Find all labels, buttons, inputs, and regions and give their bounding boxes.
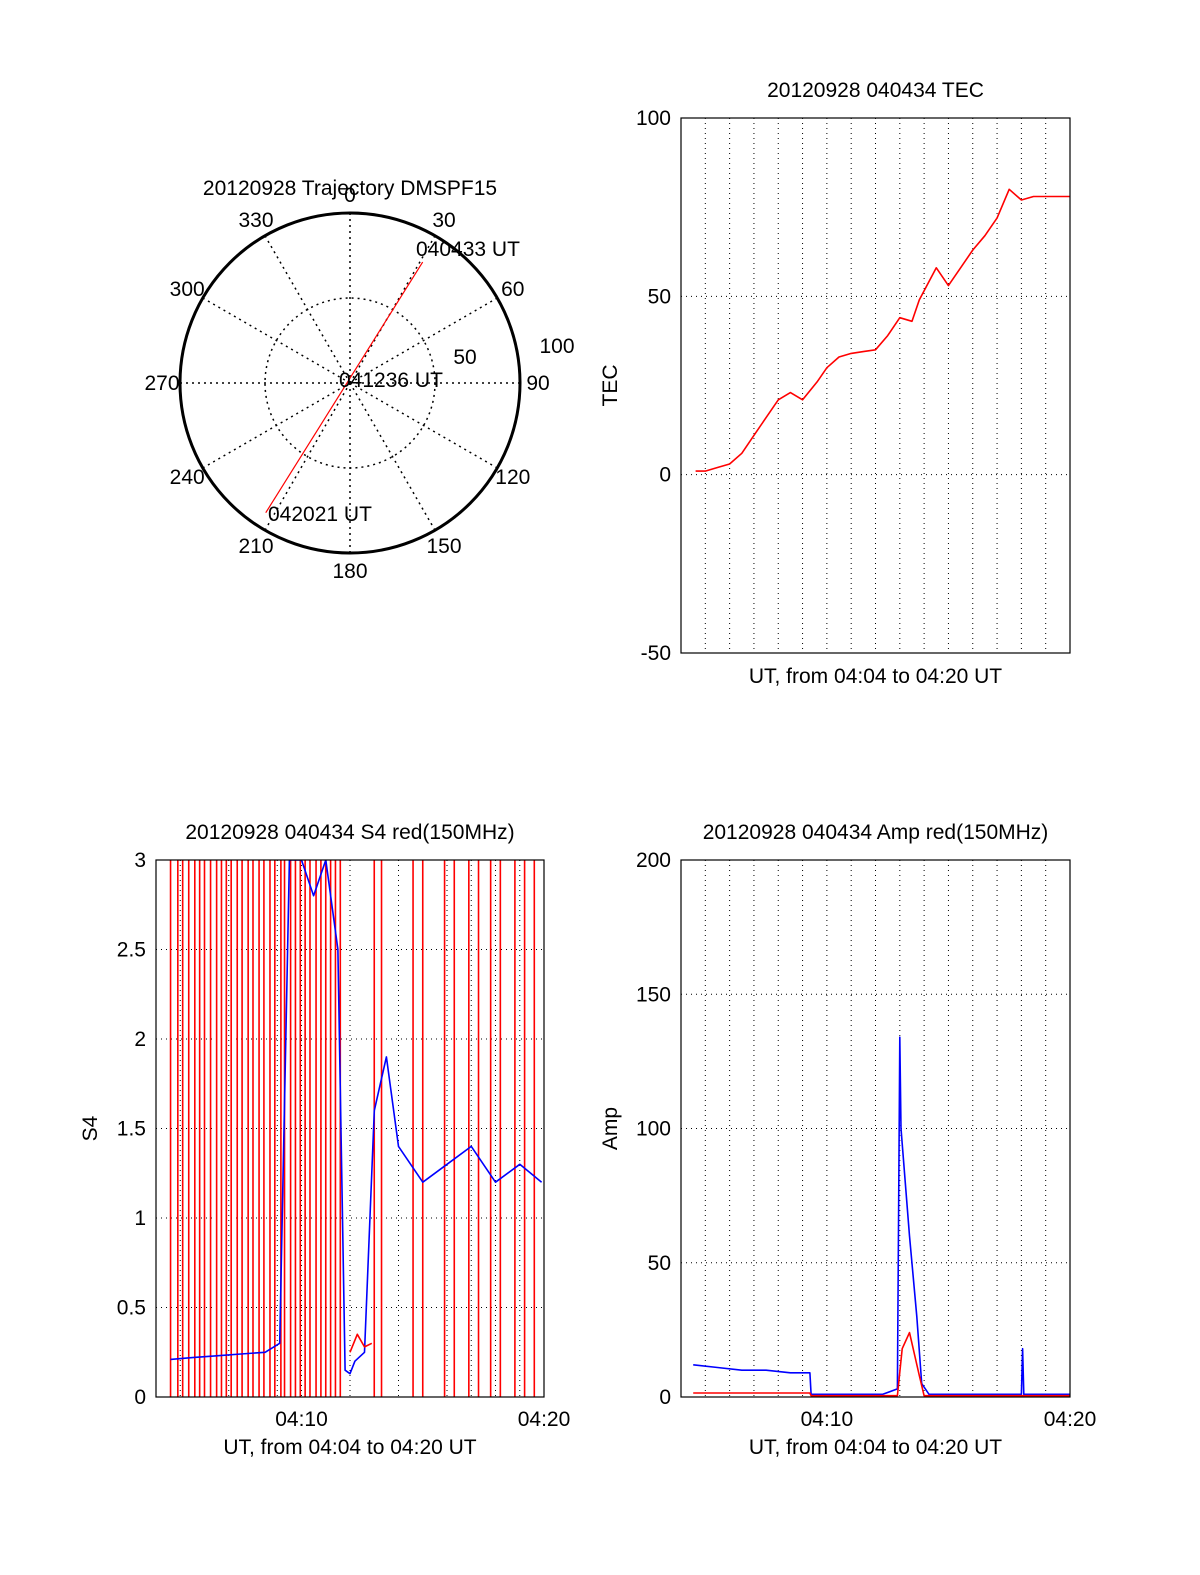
spoke-300 xyxy=(202,297,351,384)
tec-ytick-label: 50 xyxy=(648,285,671,308)
amp-xtick-label: 04:20 xyxy=(1044,1408,1097,1431)
s4-red-spikes xyxy=(169,860,536,1397)
tec-series-0 xyxy=(695,188,1070,472)
amp-ytick-label: 150 xyxy=(636,983,671,1006)
spoke-150 xyxy=(349,382,436,531)
s4-data xyxy=(169,860,543,1397)
trajectory-panel: 20120928 Trajectory DMSPF15 0 30 60 90 120 15… xyxy=(144,177,574,583)
spoke-210 xyxy=(264,382,351,531)
tec-ytick-label: 100 xyxy=(636,107,671,130)
amp-title: 20120928 040434 Amp red(150MHz) xyxy=(703,821,1049,844)
amp-frame xyxy=(680,859,1071,1398)
s4-ytick-label: 1.5 xyxy=(117,1118,146,1141)
trajectory-title: 20120928 Trajectory DMSPF15 xyxy=(203,177,497,200)
azimuth-label-150: 150 xyxy=(426,535,461,558)
trajectory-end-label: 042021 UT xyxy=(268,503,372,526)
s4-frame xyxy=(155,859,545,1398)
tec-ytick-label: -50 xyxy=(641,642,671,665)
azimuth-label-90: 90 xyxy=(526,372,549,395)
azimuth-label-60: 60 xyxy=(501,278,524,301)
azimuth-label-0: 0 xyxy=(344,184,356,207)
s4-series-1 xyxy=(349,1333,373,1353)
azimuth-label-120: 120 xyxy=(495,466,530,489)
tec-xlabel: UT, from 04:04 to 04:20 UT xyxy=(749,665,1002,688)
amp-xtick-label: 04:10 xyxy=(801,1408,854,1431)
amp-series-1 xyxy=(693,1331,1070,1397)
azimuth-labels: 0 30 60 90 120 150 180 210 240 270 300 330 xyxy=(144,184,549,583)
tec-title: 20120928 040434 TEC xyxy=(767,79,984,102)
s4-title: 20120928 040434 S4 red(150MHz) xyxy=(185,821,514,844)
tec-frame xyxy=(680,117,1071,654)
s4-series-0 xyxy=(170,860,543,1375)
amp-data xyxy=(693,1036,1070,1397)
s4-ytick-label: 0 xyxy=(134,1386,146,1409)
s4-ytick-label: 3 xyxy=(134,849,146,872)
amp-grid xyxy=(681,860,1070,1397)
amp-panel: 0 50 100 150 200 04:10 04:20 20120928 040434 Am… xyxy=(599,821,1096,1459)
amp-ytick-label: 200 xyxy=(636,849,671,872)
trajectory-mid-label: 041236 UT xyxy=(339,369,443,392)
s4-xtick-label: 04:20 xyxy=(518,1408,571,1431)
tec-ylabel: TEC xyxy=(599,365,622,407)
spoke-120 xyxy=(349,382,498,469)
azimuth-label-300: 300 xyxy=(170,278,205,301)
amp-xlabel: UT, from 04:04 to 04:20 UT xyxy=(749,1436,1002,1459)
spoke-330 xyxy=(264,235,351,384)
s4-ytick-label: 2 xyxy=(134,1028,146,1051)
ring-label-50: 50 xyxy=(453,346,476,369)
trajectory-track xyxy=(265,261,424,514)
tec-panel: -50 0 50 100 20120928 040434 TEC UT, from 04:… xyxy=(599,79,1071,688)
s4-ylabel: S4 xyxy=(79,1115,102,1141)
amp-ytick-label: 100 xyxy=(636,1118,671,1141)
amp-ytick-label: 50 xyxy=(648,1252,671,1275)
azimuth-label-270: 270 xyxy=(144,372,179,395)
s4-ytick-label: 0.5 xyxy=(117,1297,146,1320)
azimuth-label-180: 180 xyxy=(332,560,367,583)
trajectory-start-label: 040433 UT xyxy=(416,238,520,261)
azimuth-label-240: 240 xyxy=(170,466,205,489)
s4-ytick-label: 1 xyxy=(134,1207,146,1230)
amp-ytick-label: 0 xyxy=(659,1386,671,1409)
s4-panel: 0 0.5 1 1.5 2 2.5 3 04:10 04:20 20120928 040434 S… xyxy=(79,821,570,1459)
s4-xlabel: UT, from 04:04 to 04:20 UT xyxy=(223,1436,476,1459)
amp-series-0 xyxy=(693,1036,1070,1396)
ring-label-100: 100 xyxy=(539,335,574,358)
s4-grid xyxy=(156,860,544,1397)
tec-ytick-label: 0 xyxy=(659,464,671,487)
tec-grid xyxy=(681,118,1070,653)
s4-ytick-label: 2.5 xyxy=(117,939,146,962)
azimuth-label-330: 330 xyxy=(238,209,273,232)
azimuth-label-30: 30 xyxy=(432,209,455,232)
spoke-60 xyxy=(349,297,498,384)
azimuth-label-210: 210 xyxy=(238,535,273,558)
tec-data xyxy=(695,188,1070,472)
s4-xtick-label: 04:10 xyxy=(275,1408,328,1431)
amp-ylabel: Amp xyxy=(599,1107,622,1150)
spoke-240 xyxy=(202,382,351,469)
